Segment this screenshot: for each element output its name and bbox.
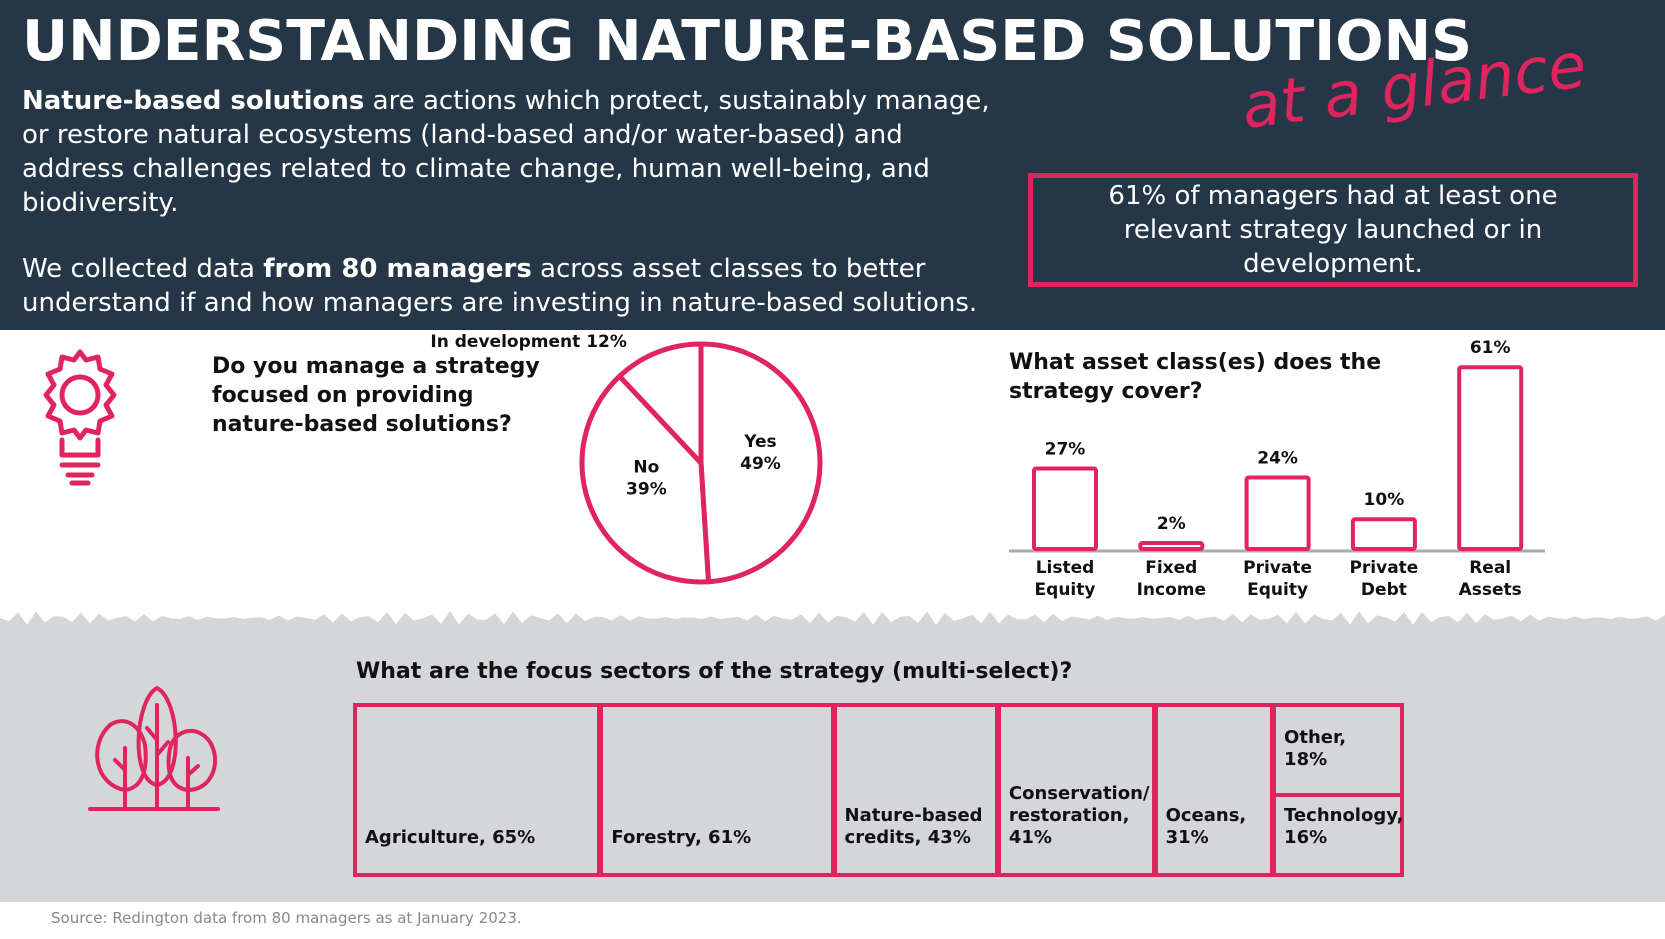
treemap-label: Technology, 16% bbox=[1284, 804, 1404, 848]
bar-value: 10% bbox=[1364, 490, 1405, 510]
source: Source: Redington data from 80 managers … bbox=[51, 909, 522, 927]
callout: 61% of managers had at least one relevan… bbox=[1028, 173, 1638, 287]
treemap-cell: Forestry, 61% bbox=[599, 703, 835, 877]
bar-value: 24% bbox=[1257, 448, 1298, 468]
treemap-label: Nature-based credits, 43% bbox=[844, 805, 983, 848]
treemap-label: Agriculture, 65% bbox=[365, 827, 536, 848]
treemap-cell: Nature-based credits, 43% bbox=[832, 703, 999, 877]
bar-category: Listed Equity bbox=[1034, 558, 1096, 600]
intro-run: We collected data bbox=[22, 254, 264, 284]
bar-value: 61% bbox=[1470, 338, 1511, 358]
pie-value: 49% bbox=[740, 454, 781, 474]
treemap-cell: Conservation/ restoration, 41% bbox=[996, 703, 1156, 877]
treemap-cell: Other, 18% bbox=[1272, 703, 1404, 798]
pie-slice bbox=[698, 341, 823, 585]
torn-edge bbox=[0, 304, 1665, 330]
bar-value: 2% bbox=[1157, 514, 1186, 534]
intro-run: from 80 managers bbox=[263, 254, 532, 284]
pie-slice bbox=[579, 373, 711, 585]
bar bbox=[1350, 517, 1417, 552]
bar bbox=[1138, 541, 1205, 551]
bar-category: Private Equity bbox=[1243, 558, 1313, 600]
pie-value: 12% bbox=[586, 332, 627, 352]
pie-label: In development 12% bbox=[430, 332, 627, 352]
treemap-label: Conservation/ restoration, 41% bbox=[1008, 783, 1150, 848]
header-band bbox=[0, 0, 1665, 330]
bulb-icon bbox=[43, 349, 117, 486]
treemap-cell: Oceans, 31% bbox=[1153, 703, 1275, 877]
treemap-cell: Technology, 16% bbox=[1272, 793, 1404, 877]
bar-value: 27% bbox=[1045, 440, 1086, 460]
bar-category: Real Assets bbox=[1458, 558, 1522, 600]
intro-run: across asset classes to better understan… bbox=[22, 254, 978, 318]
treemap-label: Forestry, 61% bbox=[611, 827, 752, 848]
bar-title: What asset class(es) does the strategy c… bbox=[1009, 350, 1382, 404]
page-title: UNDERSTANDING NATURE-BASED SOLUTIONS bbox=[22, 9, 1472, 74]
intro: Nature-based solutions are actions which… bbox=[22, 84, 1002, 352]
pie-title: Do you manage a strategy focused on prov… bbox=[212, 354, 540, 437]
treemap-cell: Agriculture, 65% bbox=[353, 703, 602, 877]
pie-value: 39% bbox=[626, 480, 667, 500]
bar-category: Private Debt bbox=[1349, 558, 1419, 600]
intro-run: Nature-based solutions bbox=[22, 86, 365, 116]
treemap-label: Oceans, 31% bbox=[1165, 805, 1247, 848]
intro-paragraph: Nature-based solutions are actions which… bbox=[22, 84, 1002, 220]
pie-label: No bbox=[633, 458, 659, 478]
pie-slice bbox=[617, 341, 704, 466]
intro-run: are actions which protect, sustainably m… bbox=[22, 86, 990, 218]
torn-edge bbox=[0, 611, 1665, 630]
intro-paragraph: We collected data from 80 managers acros… bbox=[22, 252, 1002, 320]
tree-icon bbox=[88, 686, 220, 811]
treemap-title: What are the focus sectors of the strate… bbox=[356, 659, 1073, 684]
bar bbox=[1244, 475, 1311, 552]
treemap-label: Other, 18% bbox=[1284, 727, 1347, 771]
bar-category: Fixed Income bbox=[1136, 558, 1207, 600]
pie-label: Yes bbox=[743, 432, 776, 452]
bar bbox=[1032, 466, 1098, 552]
pie-category: In development bbox=[430, 332, 580, 352]
bar bbox=[1457, 365, 1524, 551]
